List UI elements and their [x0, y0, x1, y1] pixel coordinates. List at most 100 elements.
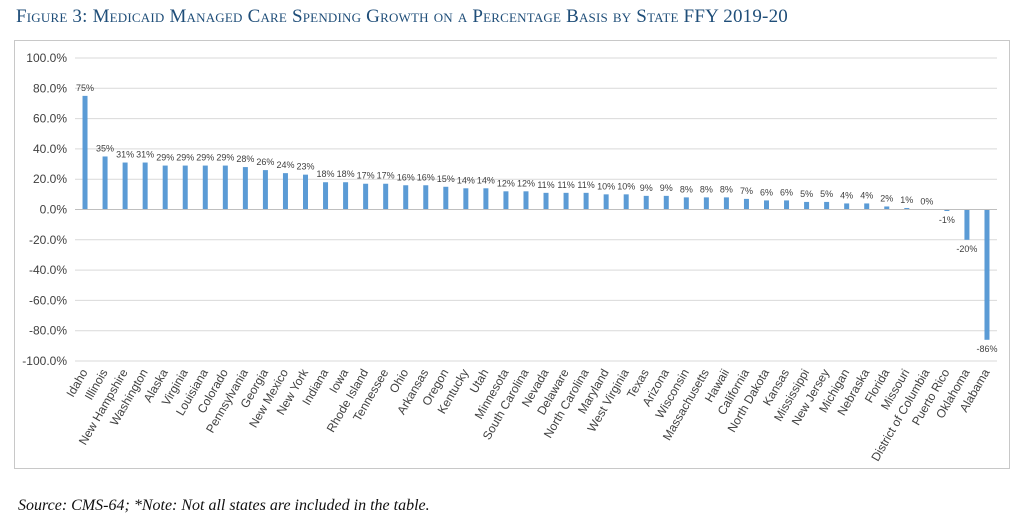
bar [343, 182, 349, 210]
y-tick-label: 80.0% [33, 81, 67, 95]
data-label: 29% [216, 153, 234, 163]
data-labels: 75%35%31% 31% 29% 29% 29% 29% 28% 26% 24% 23%18% 1… [76, 83, 997, 354]
data-label: -1% [939, 215, 955, 225]
data-label: 29% [156, 153, 174, 163]
data-label: -86% [976, 344, 997, 354]
y-tick-label: -100.0% [22, 354, 67, 368]
bar [543, 192, 549, 210]
data-label: 16% [397, 172, 415, 182]
bar [463, 188, 469, 210]
data-label: 75% [76, 83, 94, 93]
bar [262, 170, 268, 210]
data-label: 18% [317, 169, 335, 179]
data-label: 14% [457, 175, 475, 185]
bar [603, 194, 609, 210]
bar [443, 186, 449, 210]
data-label: 11% [537, 180, 554, 190]
data-label: 24% [276, 160, 294, 170]
y-tick-label: -80.0% [29, 324, 67, 338]
data-label: 6% [780, 187, 793, 197]
data-label: 9% [640, 183, 653, 193]
bar [663, 195, 669, 210]
data-label: 15% [437, 174, 455, 184]
bar [824, 201, 830, 210]
data-label: 4% [860, 190, 873, 200]
bar [944, 209, 950, 212]
data-label: 4% [840, 190, 853, 200]
y-axis-ticks: 100.0% 80.0% 60.0% 40.0% 20.0% 0.0% -20.0% -40.… [22, 51, 67, 368]
data-label: 11% [577, 180, 594, 190]
bar [523, 191, 529, 210]
chart-area: 100.0% 80.0% 60.0% 40.0% 20.0% 0.0% -20.0% -40.… [14, 40, 1010, 469]
bar [202, 165, 208, 210]
bar [563, 192, 569, 210]
bar [363, 183, 369, 210]
y-tick-label: 20.0% [33, 172, 67, 186]
bar [683, 197, 689, 210]
data-label: 8% [700, 184, 713, 194]
source-note: Source: CMS-64; *Note: Not all states ar… [18, 497, 430, 514]
data-label: 5% [800, 189, 813, 199]
data-label: 26% [256, 157, 274, 167]
data-label: 31% [116, 150, 134, 160]
bar [242, 167, 248, 210]
data-label: 16% [417, 172, 435, 182]
bar [703, 197, 709, 210]
bar [483, 188, 489, 210]
data-label: 8% [720, 184, 733, 194]
data-label: 10% [597, 181, 615, 191]
bar [784, 200, 790, 210]
y-tick-label: 40.0% [33, 142, 67, 156]
data-label: 11% [557, 180, 574, 190]
bar [804, 201, 810, 210]
bar [142, 162, 148, 210]
bar [743, 198, 749, 210]
bar [423, 185, 429, 210]
bar [102, 156, 108, 210]
data-label: 7% [740, 186, 753, 196]
bar [383, 183, 389, 210]
bars [82, 95, 990, 340]
bar [82, 95, 88, 210]
bar [884, 206, 890, 210]
bar [844, 203, 850, 210]
bar [623, 194, 629, 210]
data-label: 0% [920, 197, 933, 207]
data-label: 29% [196, 153, 214, 163]
bar [643, 195, 649, 210]
bar [864, 203, 870, 210]
y-tick-label: -40.0% [29, 263, 67, 277]
data-label: 10% [617, 181, 635, 191]
bar [403, 185, 409, 210]
bar [222, 165, 228, 210]
bar [723, 197, 729, 210]
data-label: 14% [477, 175, 495, 185]
bar [904, 207, 910, 210]
data-label: 6% [760, 187, 773, 197]
data-label: 2% [880, 193, 893, 203]
data-label: 8% [680, 184, 693, 194]
y-tick-label: -20.0% [29, 233, 67, 247]
bar [503, 191, 509, 210]
data-label: 28% [236, 154, 254, 164]
y-tick-label: 100.0% [26, 51, 67, 65]
data-label: 29% [176, 153, 194, 163]
bar [964, 209, 970, 240]
bar [303, 174, 308, 210]
bar [323, 182, 329, 210]
bar [764, 200, 769, 210]
bar-chart: 100.0% 80.0% 60.0% 40.0% 20.0% 0.0% -20.0% -40.… [22, 51, 997, 464]
data-label: -20% [956, 244, 977, 254]
data-label: 35% [96, 143, 114, 153]
data-label: 17% [377, 171, 395, 181]
data-label: 12% [517, 178, 535, 188]
data-label: 23% [296, 162, 314, 172]
y-tick-label: 60.0% [33, 112, 67, 126]
figure-title: Figure 3: Medicaid Managed Care Spending… [16, 6, 788, 27]
bar [182, 165, 188, 210]
data-label: 31% [136, 150, 154, 160]
bar [984, 209, 990, 340]
data-label: 9% [660, 183, 673, 193]
data-label: 17% [357, 171, 375, 181]
